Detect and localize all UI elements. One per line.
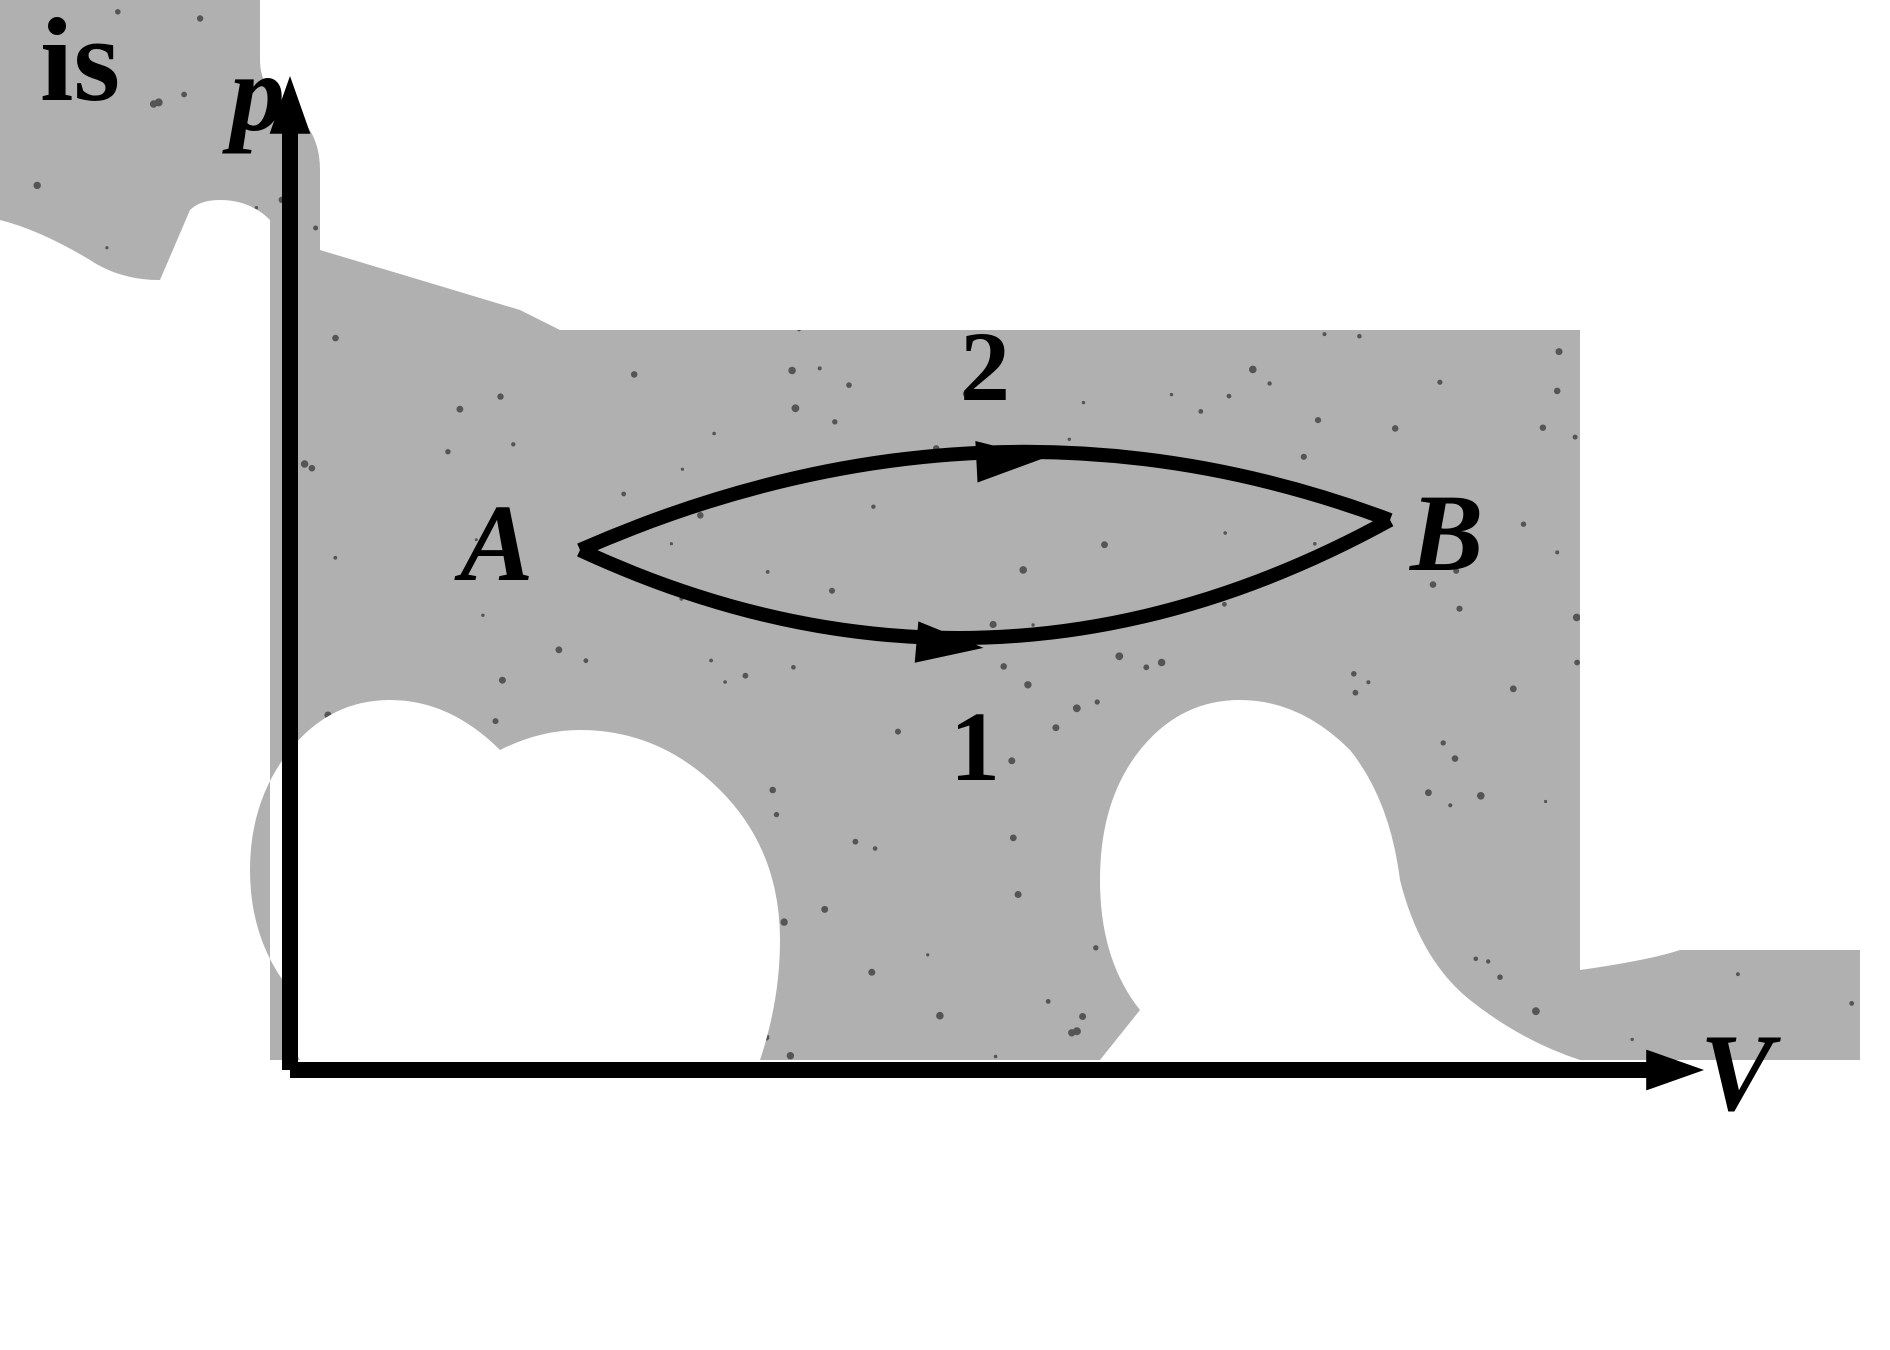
path-2-label: 2 xyxy=(960,311,1010,422)
corner-label: is xyxy=(40,0,120,126)
pv-diagram: is p V A B 2 1 xyxy=(0,0,1890,1350)
v-axis-label: V xyxy=(1700,1012,1781,1134)
diagram-svg: is p V A B 2 1 xyxy=(0,0,1890,1350)
p-axis-label: p xyxy=(222,32,285,154)
point-a-label: A xyxy=(454,482,533,604)
path-1-label: 1 xyxy=(950,691,1000,802)
point-b-label: B xyxy=(1408,472,1483,594)
